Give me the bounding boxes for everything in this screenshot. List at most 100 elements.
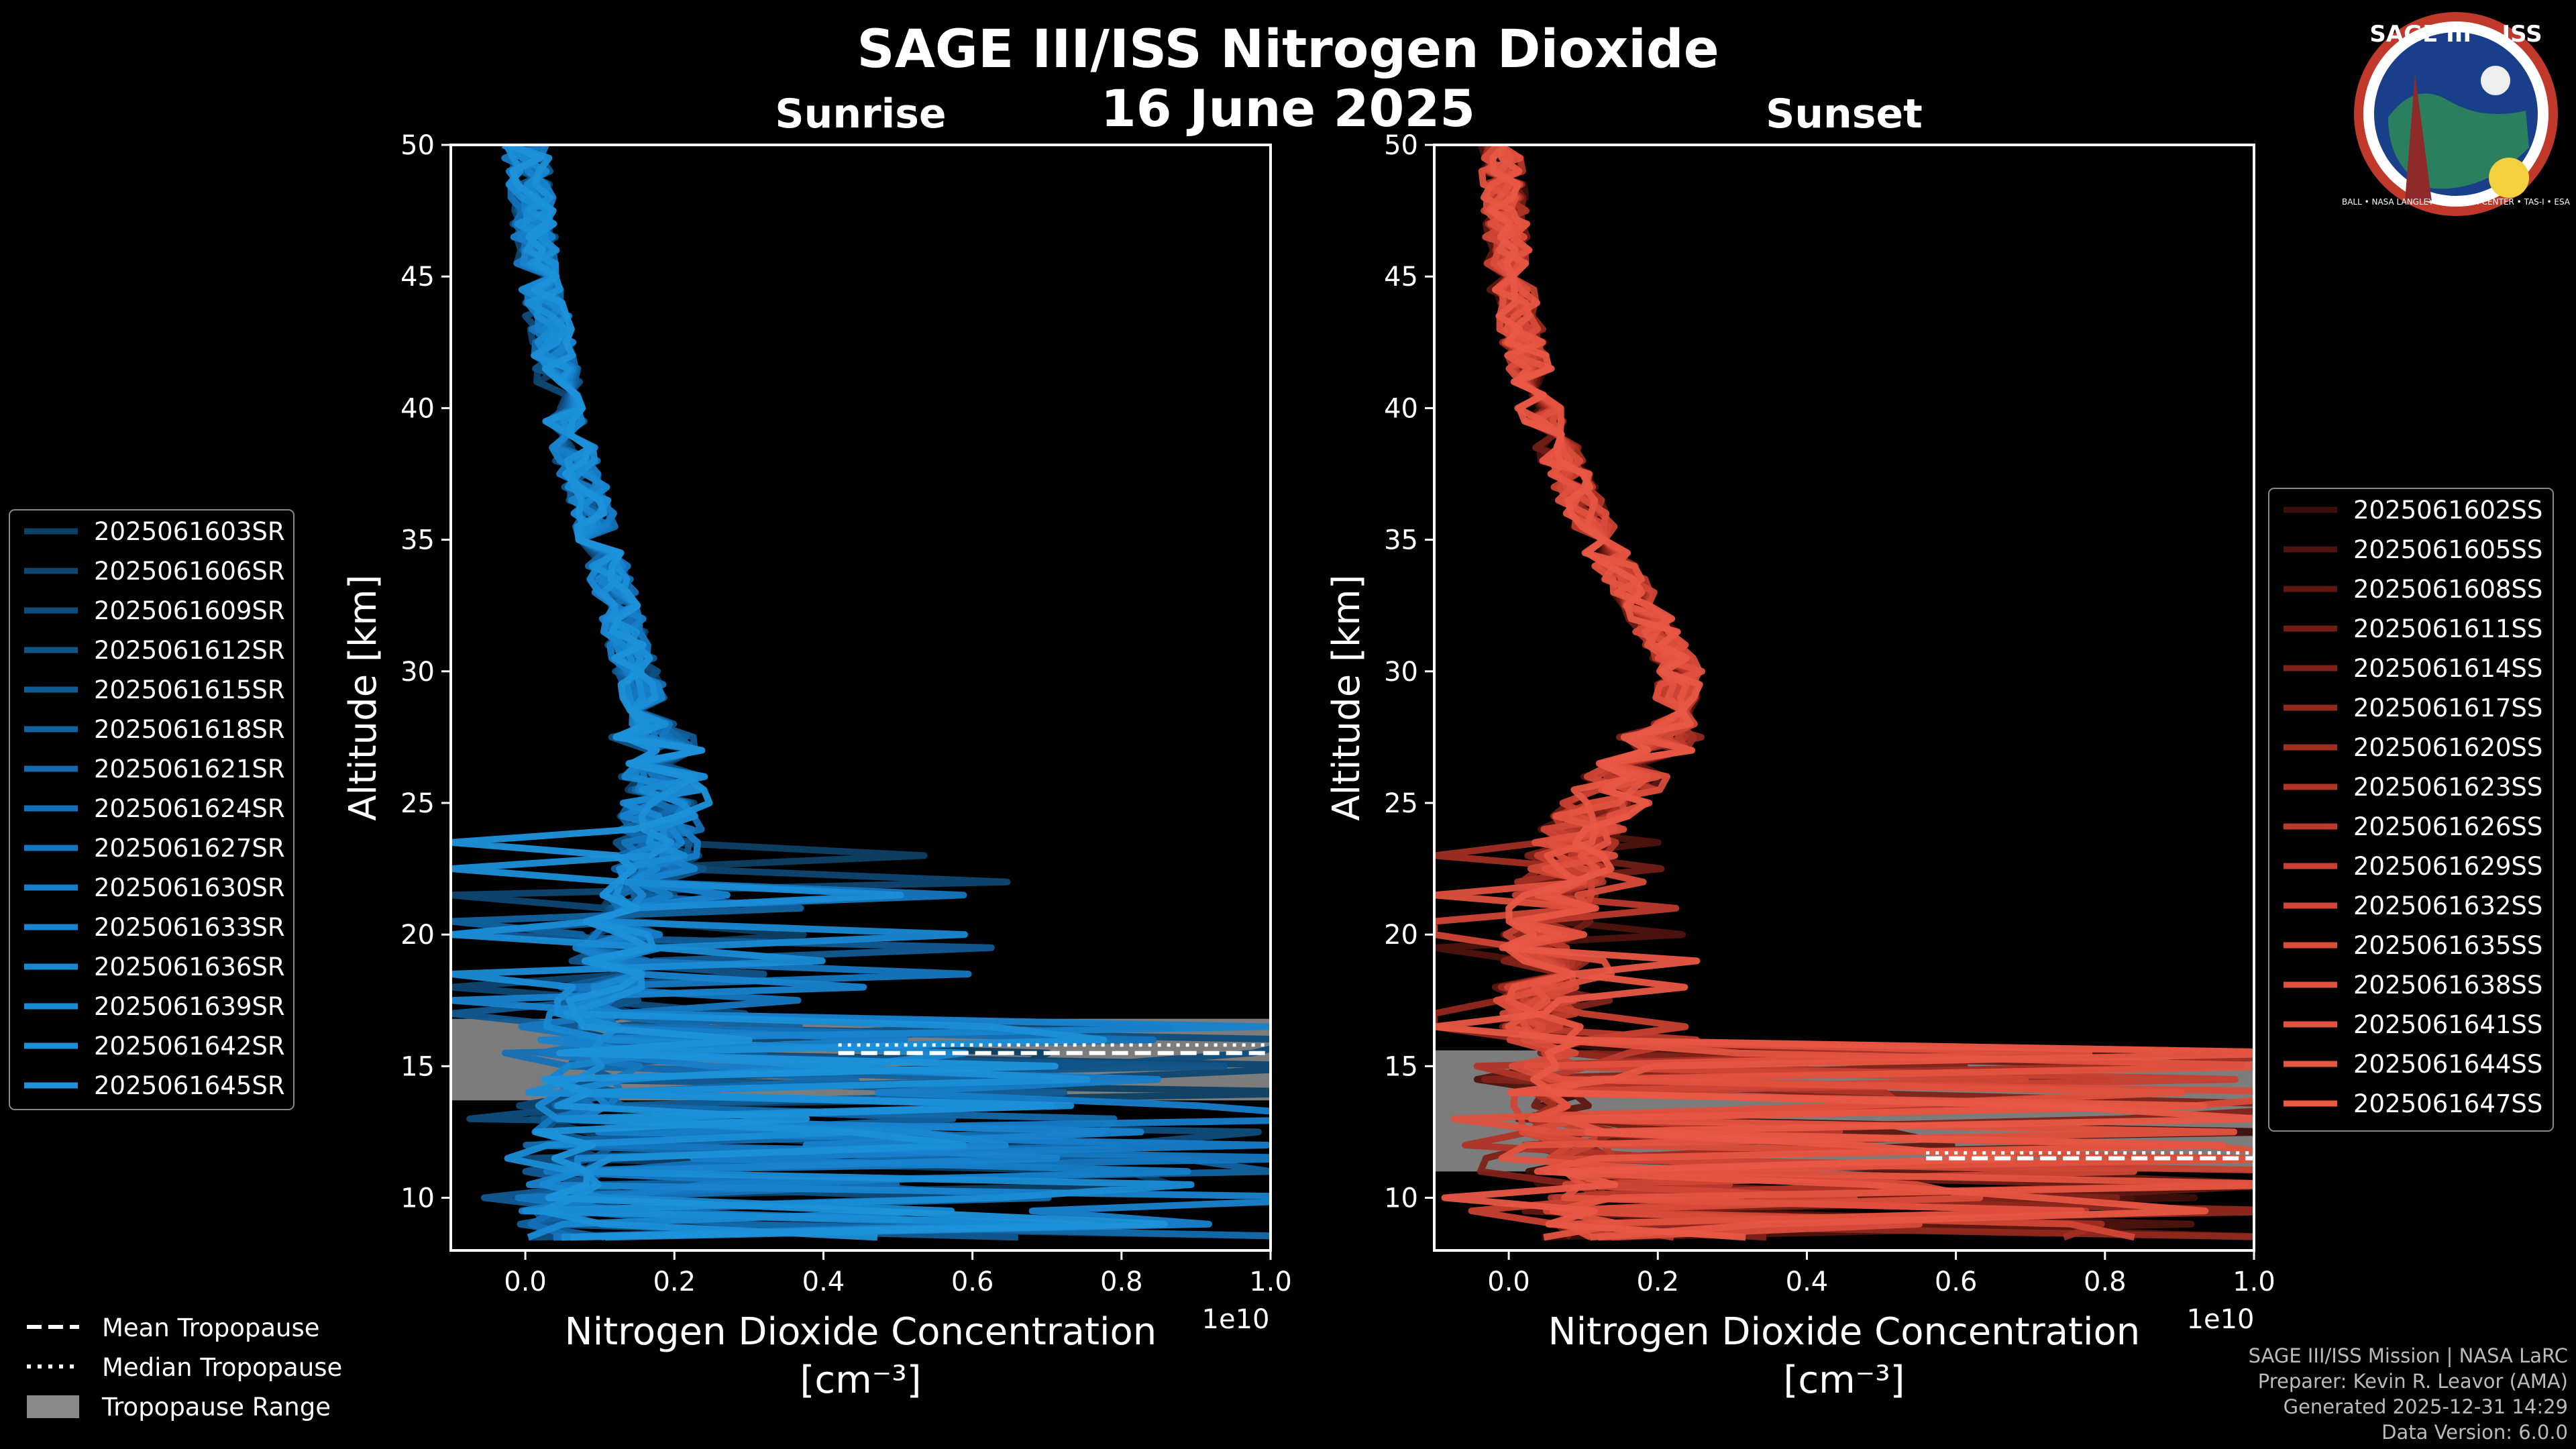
y-tick-label: 30: [1384, 657, 1418, 688]
logo-moon-icon: [2481, 66, 2510, 95]
x-tick-label: 0.0: [1487, 1267, 1530, 1297]
sunrise-x-scale-label: 1e10: [1202, 1304, 1270, 1335]
sage-mission-logo: SAGE III • ISS BALL • NASA LANGLEY RESEA…: [2342, 12, 2571, 216]
legend-label: 2025061617SS: [2353, 694, 2542, 722]
legend-label: 2025061632SS: [2353, 892, 2542, 920]
x-tick-label: 0.6: [951, 1267, 994, 1297]
sunrise-data-layer: [451, 145, 1271, 1241]
y-tick-label: 20: [400, 920, 435, 951]
y-tick-label: 35: [400, 525, 435, 556]
x-tick-label: 0.6: [1935, 1267, 1978, 1297]
y-tick-label: 15: [1384, 1051, 1418, 1082]
x-tick-label: 0.8: [1100, 1267, 1143, 1297]
sunset-y-axis-label: Altitude [km]: [1325, 574, 1368, 820]
sunset-data-layer: [1434, 145, 2254, 1241]
legend-label: 2025061620SS: [2353, 733, 2542, 762]
series-line-2025061645SR: [451, 145, 1169, 1241]
x-tick-label: 0.8: [2084, 1267, 2127, 1297]
x-tick-label: 0.2: [653, 1267, 696, 1297]
sunrise-x-axis-label: Nitrogen Dioxide Concentration: [565, 1310, 1157, 1354]
legend-label: 2025061630SR: [94, 873, 285, 902]
legend-label: 2025061636SR: [94, 953, 285, 981]
sunrise-legend: 2025061603SR 2025061606SR 2025061609SR 2025…: [9, 509, 294, 1110]
logo-text: SAGE III • ISS: [2369, 21, 2542, 48]
x-tick-label: 0.0: [504, 1267, 547, 1297]
y-tick-label: 35: [1384, 525, 1418, 556]
legend-label: 2025061618SR: [94, 715, 285, 744]
legend-label: 2025061638SS: [2353, 971, 2542, 1000]
legend-label: 2025061639SR: [94, 992, 285, 1021]
legend-label: 2025061614SS: [2353, 654, 2542, 683]
x-tick-label: 0.4: [1786, 1267, 1829, 1297]
y-tick-label: 20: [1384, 920, 1418, 951]
tropopause-range-swatch: [27, 1395, 79, 1418]
legend-label: 2025061602SS: [2353, 496, 2542, 525]
sunrise-y-axis-label: Altitude [km]: [341, 574, 385, 820]
legend-label: 2025061627SR: [94, 834, 285, 863]
y-tick-label: 50: [400, 130, 435, 161]
x-tick-label: 0.4: [802, 1267, 845, 1297]
series-line-2025061638SS: [1434, 145, 2254, 1240]
sunrise-panel: Sunrise 0.0 0.2 0.4 0.6 0.8 1.0 10 15 20 25 30 35 40…: [341, 91, 1292, 1402]
y-tick-label: 10: [1384, 1183, 1418, 1214]
figure-title: SAGE III/ISS Nitrogen Dioxide: [857, 19, 1719, 80]
y-tick-label: 45: [1384, 262, 1418, 292]
y-tick-label: 40: [400, 393, 435, 424]
series-line-2025061647SS: [1434, 145, 2254, 1241]
figure-date: 16 June 2025: [1101, 78, 1475, 138]
legend-label: 2025061609SR: [94, 596, 285, 625]
mean-tropopause-label: Mean Tropopause: [102, 1313, 320, 1342]
y-tick-label: 25: [400, 788, 435, 819]
series-line-2025061641SS: [1485, 145, 2254, 1241]
sunset-panel: Sunset 0.0 0.2 0.4 0.6 0.8 1.0 10 15 20 25 30 35 40 4…: [1325, 91, 2275, 1402]
legend-label: 2025061605SS: [2353, 535, 2542, 564]
sunrise-legend-frame: [9, 509, 294, 1110]
legend-label: 2025061633SR: [94, 913, 285, 942]
series-line-2025061635SS: [1481, 145, 2254, 1241]
x-tick-label: 1.0: [2233, 1267, 2275, 1297]
sunrise-plot-area: [451, 145, 1271, 1241]
sunset-x-axis-unit: [cm⁻³]: [1783, 1358, 1904, 1402]
logo-figure-icon: [2405, 74, 2432, 201]
legend-label: 2025061606SR: [94, 557, 285, 586]
logo-sun-icon: [2489, 158, 2529, 198]
sunrise-ticks: 0.0 0.2 0.4 0.6 0.8 1.0 10 15 20 25 30 35 40 45 50: [400, 130, 1292, 1297]
legend-label: 2025061608SS: [2353, 575, 2542, 604]
credits-line: Generated 2025-12-31 14:29: [2283, 1395, 2568, 1418]
legend-label: 2025061635SS: [2353, 931, 2542, 960]
credits-line: Data Version: 6.0.0: [2381, 1421, 2568, 1444]
legend-label: 2025061611SS: [2353, 614, 2542, 643]
credits-line: Preparer: Kevin R. Leavor (AMA): [2257, 1370, 2568, 1393]
sunset-x-axis-label: Nitrogen Dioxide Concentration: [1548, 1310, 2141, 1354]
legend-label: 2025061612SR: [94, 636, 285, 665]
legend-label: 2025061647SS: [2353, 1089, 2542, 1118]
sunset-legend-frame: [2268, 488, 2554, 1132]
credits-line: SAGE III/ISS Mission | NASA LaRC: [2248, 1344, 2568, 1367]
sunset-plot-area: [1434, 145, 2254, 1241]
sunset-legend: 2025061602SS 2025061605SS 2025061608SS 2025…: [2268, 488, 2554, 1132]
tropopause-legend: Mean Tropopause Median Tropopause Tropop…: [27, 1313, 342, 1421]
logo-ring-text: BALL • NASA LANGLEY RESEARCH CENTER • TA…: [2342, 197, 2571, 207]
y-tick-label: 50: [1384, 130, 1418, 161]
legend-label: 2025061626SS: [2353, 812, 2542, 841]
credits-block: SAGE III/ISS Mission | NASA LaRC Prepare…: [2249, 1343, 2568, 1445]
tropopause-range-label: Tropopause Range: [101, 1393, 331, 1421]
sunset-x-scale-label: 1e10: [2187, 1304, 2255, 1335]
y-tick-label: 10: [400, 1183, 435, 1214]
legend-label: 2025061629SS: [2353, 852, 2542, 881]
legend-label: 2025061603SR: [94, 517, 285, 546]
x-tick-label: 1.0: [1249, 1267, 1292, 1297]
legend-label: 2025061621SR: [94, 755, 285, 784]
legend-label: 2025061645SR: [94, 1071, 285, 1100]
y-tick-label: 25: [1384, 788, 1418, 819]
legend-label: 2025061641SS: [2353, 1010, 2542, 1039]
x-tick-label: 0.2: [1636, 1267, 1679, 1297]
sunset-panel-title: Sunset: [1766, 91, 1923, 138]
y-tick-label: 30: [400, 657, 435, 688]
sunset-axes-frame: [1433, 144, 2255, 1252]
legend-label: 2025061642SR: [94, 1032, 285, 1061]
legend-label: 2025061644SS: [2353, 1050, 2542, 1079]
sunset-ticks: 0.0 0.2 0.4 0.6 0.8 1.0 10 15 20 25 30 35 40 45 50: [1384, 130, 2275, 1297]
sunrise-axes-frame: [449, 144, 1272, 1252]
